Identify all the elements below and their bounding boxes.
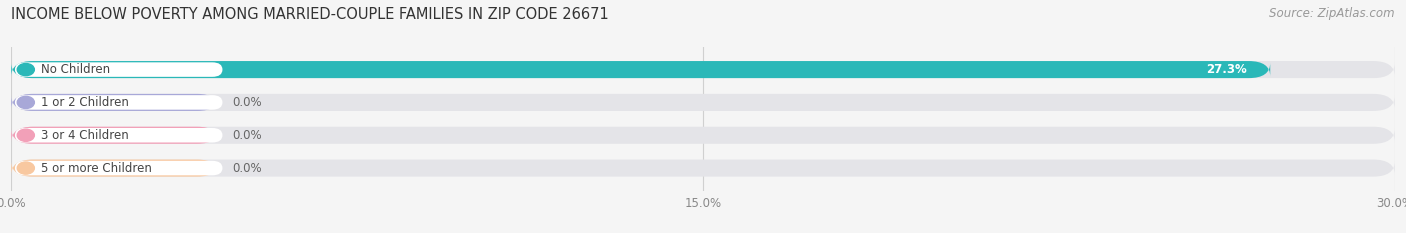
FancyBboxPatch shape <box>11 61 1270 78</box>
Text: 27.3%: 27.3% <box>1206 63 1247 76</box>
FancyBboxPatch shape <box>15 161 222 175</box>
FancyBboxPatch shape <box>15 128 222 143</box>
Text: Source: ZipAtlas.com: Source: ZipAtlas.com <box>1270 7 1395 20</box>
FancyBboxPatch shape <box>11 160 219 177</box>
FancyBboxPatch shape <box>11 61 1395 78</box>
FancyBboxPatch shape <box>11 127 1395 144</box>
Text: 0.0%: 0.0% <box>232 129 263 142</box>
Text: INCOME BELOW POVERTY AMONG MARRIED-COUPLE FAMILIES IN ZIP CODE 26671: INCOME BELOW POVERTY AMONG MARRIED-COUPL… <box>11 7 609 22</box>
Text: 3 or 4 Children: 3 or 4 Children <box>41 129 129 142</box>
Text: 0.0%: 0.0% <box>232 96 263 109</box>
Text: 0.0%: 0.0% <box>232 161 263 175</box>
FancyBboxPatch shape <box>15 62 222 77</box>
FancyBboxPatch shape <box>11 94 219 111</box>
FancyBboxPatch shape <box>11 127 219 144</box>
Circle shape <box>17 129 34 141</box>
FancyBboxPatch shape <box>15 95 222 110</box>
FancyBboxPatch shape <box>11 160 1395 177</box>
Circle shape <box>17 162 34 174</box>
FancyBboxPatch shape <box>11 94 1395 111</box>
Circle shape <box>17 63 34 76</box>
Text: No Children: No Children <box>41 63 111 76</box>
Text: 1 or 2 Children: 1 or 2 Children <box>41 96 129 109</box>
Text: 5 or more Children: 5 or more Children <box>41 161 152 175</box>
Circle shape <box>17 96 34 109</box>
